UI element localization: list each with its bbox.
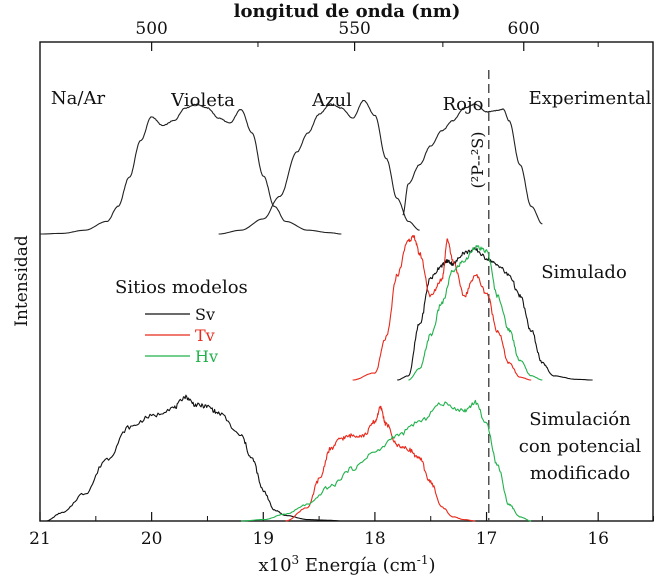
plot-border bbox=[39, 41, 654, 522]
legend-label-hv: Hv bbox=[195, 347, 218, 366]
panel-label: modificado bbox=[530, 463, 630, 484]
top-tick-label: 550 bbox=[338, 19, 370, 39]
top-tick-label: 600 bbox=[508, 19, 540, 39]
spectrum-curves bbox=[40, 99, 593, 522]
legend-title: Sitios modelos bbox=[115, 277, 248, 298]
top-axis-title: longitud de onda (nm) bbox=[234, 1, 461, 22]
series-line-simulado-sv bbox=[397, 247, 593, 381]
reference-line-label: (²P--²S) bbox=[468, 132, 487, 189]
plot-frame bbox=[39, 41, 654, 522]
bottom-tick-label: 18 bbox=[364, 529, 386, 549]
legend-label-tv: Tv bbox=[195, 326, 215, 345]
series-line-modificado-tv bbox=[285, 405, 476, 522]
series-line-simulado-hv bbox=[408, 245, 543, 381]
series-line-experimental-violeta bbox=[40, 103, 342, 235]
bottom-tick-label: 21 bbox=[29, 529, 51, 549]
bottom-tick-label: 19 bbox=[252, 529, 274, 549]
series-line-modificado-sv bbox=[45, 394, 342, 522]
legend-label-sv: Sv bbox=[195, 305, 215, 324]
panel-label: con potencial bbox=[519, 436, 642, 457]
bottom-tick-label: 17 bbox=[476, 529, 498, 549]
panel-label: Violeta bbox=[170, 90, 235, 111]
panel-label: Simulación bbox=[529, 409, 631, 430]
y-axis-title: Intensidad bbox=[12, 235, 32, 327]
series-line-experimental-rojo bbox=[402, 103, 543, 225]
panel-label: Simulado bbox=[541, 262, 627, 283]
bottom-axis-title: x103 Energía (cm-1) bbox=[258, 553, 435, 576]
series-line-simulado-tv bbox=[352, 234, 532, 381]
panel-label: Experimental bbox=[529, 88, 652, 109]
chart-labels: 21 20 19 18 17 16 500 550 600 longitud de onda (n… bbox=[12, 1, 652, 576]
panel-label: Azul bbox=[311, 90, 352, 111]
panel-label: Rojo bbox=[443, 94, 484, 115]
bottom-tick-label: 20 bbox=[141, 529, 163, 549]
series-line-modificado-hv bbox=[240, 399, 532, 522]
top-tick-label: 500 bbox=[135, 19, 167, 39]
series-line-experimental-azul bbox=[218, 99, 420, 235]
panel-label: Na/Ar bbox=[51, 88, 106, 109]
bottom-tick-label: 16 bbox=[587, 529, 609, 549]
